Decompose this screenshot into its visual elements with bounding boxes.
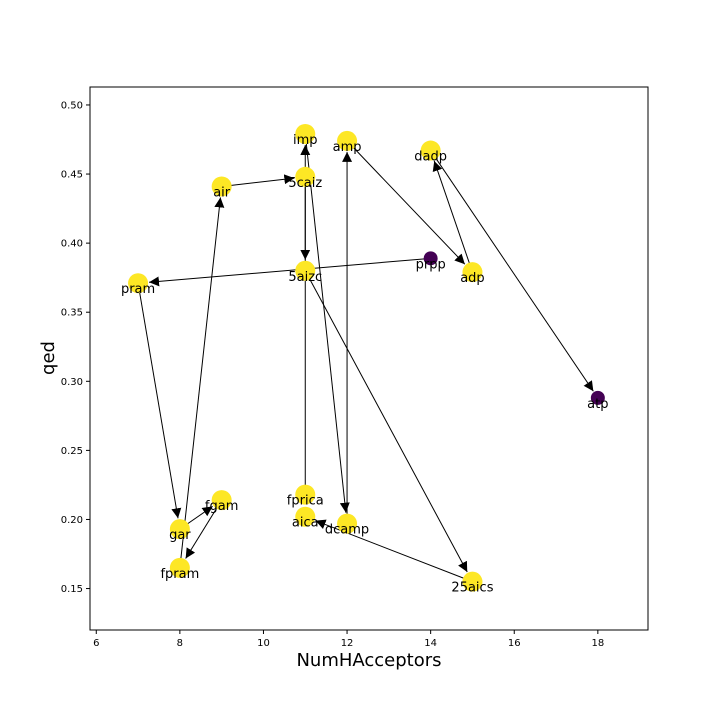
node-label-gar: gar: [169, 528, 191, 543]
edge-fpram-to-air: [179, 197, 225, 568]
edge-adp-to-dadp: [432, 160, 473, 273]
node-label-5caiz: 5caiz: [288, 176, 322, 191]
node-point-5aizc: [295, 260, 316, 281]
y-tick-label: 0.20: [61, 515, 83, 526]
node-point-dcamp: [337, 513, 358, 534]
y-tick-label: 0.30: [61, 377, 83, 388]
edge-imp-to-dcamp: [304, 133, 350, 513]
x-tick-label: 18: [591, 638, 604, 649]
node-label-pram: pram: [121, 282, 155, 297]
node-point-fgam: [211, 490, 232, 511]
x-tick-label: 16: [508, 638, 521, 649]
x-axis-ticks: 6 8 10 12 14 16 18: [93, 630, 604, 649]
edge-pram-to-gar: [137, 283, 182, 519]
node-label-aica: aica: [292, 516, 319, 531]
node-label-atp: atp: [587, 397, 608, 412]
plot-frame: [89, 86, 649, 631]
edge-layer: [137, 133, 594, 583]
x-tick-label: 8: [177, 638, 183, 649]
node-point-fprica: [295, 484, 316, 505]
y-tick-label: 0.35: [61, 308, 83, 319]
node-label-fgam: fgam: [205, 499, 238, 514]
node-point-gar: [169, 519, 190, 540]
node-label-prpp: prpp: [416, 257, 446, 272]
node-label-amp: amp: [333, 140, 362, 155]
node-point-prpp: [423, 251, 438, 266]
y-axis-ticks: 0.15 0.20 0.25 0.30 0.35 0.40 0.45 0.50: [61, 100, 90, 595]
edge-amp-to-adp: [346, 140, 466, 265]
x-tick-label: 10: [257, 638, 270, 649]
node-label-dcamp: dcamp: [325, 523, 369, 538]
edge-prpp-to-pram: [148, 257, 431, 287]
edge-fgam-to-fpram: [185, 499, 223, 559]
y-axis-label: qed: [38, 341, 59, 375]
node-point-5caiz: [295, 166, 316, 187]
node-label-dadp: dadp: [414, 150, 447, 165]
node-label-fpram: fpram: [160, 567, 199, 582]
node-label-imp: imp: [293, 133, 318, 148]
node-layer: [128, 123, 605, 592]
node-point-adp: [462, 262, 483, 283]
node-point-dadp: [420, 140, 441, 161]
x-axis-label: NumHAcceptors: [296, 650, 441, 671]
y-tick-label: 0.25: [61, 446, 83, 457]
node-point-fpram: [169, 557, 190, 578]
edge-5aizc-to-25aics: [304, 270, 468, 573]
node-label-air: air: [213, 185, 231, 200]
node-point-amp: [337, 130, 358, 151]
node-label-5aizc: 5aizc: [288, 270, 322, 285]
node-point-imp: [295, 123, 316, 144]
x-tick-label: 12: [341, 638, 354, 649]
edge-air-to-5caiz: [221, 174, 295, 187]
node-point-25aics: [462, 571, 483, 592]
y-tick-label: 0.15: [61, 584, 83, 595]
x-tick-label: 6: [93, 638, 99, 649]
node-label-fprica: fprica: [287, 494, 324, 509]
node-point-pram: [128, 273, 149, 294]
node-label-25aics: 25aics: [451, 581, 493, 596]
y-tick-label: 0.45: [61, 170, 83, 181]
y-tick-label: 0.40: [61, 239, 83, 250]
edge-dadp-to-atp: [430, 150, 594, 392]
x-tick-label: 14: [424, 638, 437, 649]
node-point-aica: [295, 506, 316, 527]
node-point-atp: [590, 390, 605, 405]
y-tick-label: 0.50: [61, 100, 83, 111]
node-label-adp: adp: [460, 271, 484, 286]
node-point-air: [211, 176, 232, 197]
